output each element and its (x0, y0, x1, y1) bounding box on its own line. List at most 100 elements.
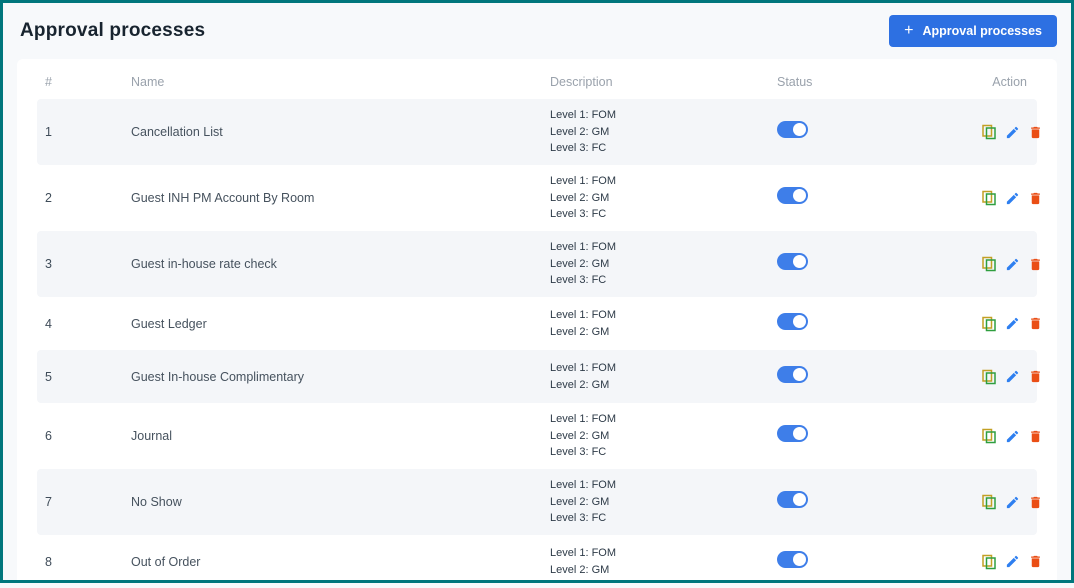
row-name: No Show (131, 495, 182, 509)
row-status (777, 253, 981, 275)
toggle-knob (793, 427, 806, 440)
page-title: Approval processes (20, 20, 206, 41)
table-row: 7 No Show Level 1: FOM Level 2: GM Level 3… (37, 469, 1040, 535)
edit-icon[interactable] (1005, 369, 1020, 384)
edit-icon[interactable] (1005, 191, 1020, 206)
copy-icon[interactable] (981, 256, 997, 272)
delete-icon[interactable] (1028, 125, 1043, 140)
edit-icon[interactable] (1005, 495, 1020, 510)
copy-icon[interactable] (981, 494, 997, 510)
row-actions (981, 428, 1043, 444)
row-levels: Level 1: FOM Level 2: GM Level 3: FC (550, 477, 777, 527)
level-line: Level 3: FC (550, 208, 607, 221)
add-button-label: Approval processes (922, 24, 1043, 38)
level-line: Level 1: FOM (550, 309, 617, 321)
level-line: Level 2: GM (550, 257, 610, 270)
level-line: Level 2: GM (550, 325, 610, 338)
column-header-name: Name (131, 75, 165, 89)
level-line: Level 3: FC (550, 274, 607, 287)
row-status (777, 121, 981, 143)
level-line: Level 1: FOM (550, 547, 617, 559)
column-header-number: # (45, 75, 52, 89)
row-actions (981, 554, 1043, 570)
row-number: 4 (45, 316, 52, 331)
add-approval-process-button[interactable]: + Approval processes (889, 15, 1057, 47)
table-body: 1 Cancellation List Level 1: FOM Level 2:… (17, 99, 1057, 588)
row-levels: Level 1: FOM Level 2: GM Level 3: FC (550, 411, 777, 461)
row-actions (981, 316, 1043, 332)
edit-icon[interactable] (1005, 554, 1020, 569)
row-levels: Level 1: FOM Level 2: GM (550, 307, 777, 340)
table-row: 1 Cancellation List Level 1: FOM Level 2:… (37, 99, 1040, 165)
toggle-knob (793, 255, 806, 268)
copy-icon[interactable] (981, 369, 997, 385)
level-line: Level 2: GM (550, 429, 610, 442)
copy-icon[interactable] (981, 554, 997, 570)
row-name: Guest INH PM Account By Room (131, 191, 315, 205)
toggle-knob (793, 493, 806, 506)
row-number: 3 (45, 257, 52, 271)
row-number: 1 (45, 125, 52, 139)
delete-icon[interactable] (1028, 554, 1043, 569)
copy-icon[interactable] (981, 124, 997, 140)
row-actions (981, 369, 1043, 385)
edit-icon[interactable] (1005, 429, 1020, 444)
level-line: Level 3: FC (550, 512, 607, 525)
edit-icon[interactable] (1005, 316, 1020, 331)
level-line: Level 2: GM (550, 125, 610, 138)
delete-icon[interactable] (1028, 191, 1043, 206)
level-line: Level 2: GM (550, 563, 610, 576)
row-number: 2 (45, 191, 52, 205)
table-row: 5 Guest In-house Complimentary Level 1: … (37, 350, 1040, 403)
delete-icon[interactable] (1028, 257, 1043, 272)
delete-icon[interactable] (1028, 369, 1043, 384)
plus-icon: + (904, 22, 914, 39)
row-levels: Level 1: FOM Level 2: GM Level 3: FC (550, 107, 777, 157)
status-toggle[interactable] (777, 187, 808, 204)
row-number: 5 (45, 369, 52, 384)
status-toggle[interactable] (777, 365, 808, 383)
status-toggle[interactable] (777, 253, 808, 270)
row-status (777, 425, 981, 447)
delete-icon[interactable] (1028, 316, 1043, 331)
row-status (777, 365, 981, 388)
copy-icon[interactable] (981, 316, 997, 332)
status-toggle[interactable] (777, 550, 808, 568)
row-levels: Level 1: FOM Level 2: GM Level 3: FC (550, 239, 777, 289)
level-line: Level 3: FC (550, 142, 607, 155)
row-levels: Level 1: FOM Level 2: GM (550, 360, 777, 393)
status-toggle[interactable] (777, 121, 808, 138)
level-line: Level 2: GM (550, 378, 610, 391)
approval-processes-table: # Name Description Status Action 1 Cance… (17, 59, 1057, 580)
level-line: Level 1: FOM (550, 362, 617, 374)
row-status (777, 312, 981, 335)
level-line: Level 3: FC (550, 446, 607, 459)
row-name: Guest in-house rate check (131, 257, 277, 271)
edit-icon[interactable] (1005, 125, 1020, 140)
status-toggle[interactable] (777, 425, 808, 442)
copy-icon[interactable] (981, 190, 997, 206)
level-line: Level 1: FOM (550, 413, 617, 426)
edit-icon[interactable] (1005, 257, 1020, 272)
level-line: Level 1: FOM (550, 241, 617, 254)
table-row: 8 Out of Order Level 1: FOM Level 2: GM (37, 535, 1040, 588)
delete-icon[interactable] (1028, 495, 1043, 510)
column-header-description: Description (550, 75, 613, 89)
row-actions (981, 256, 1043, 272)
row-actions (981, 190, 1043, 206)
level-line: Level 1: FOM (550, 479, 617, 492)
delete-icon[interactable] (1028, 429, 1043, 444)
status-toggle[interactable] (777, 491, 808, 508)
toggle-knob (793, 367, 806, 381)
status-toggle[interactable] (777, 312, 808, 330)
row-status (777, 550, 981, 573)
table-row: 3 Guest in-house rate check Level 1: FOM… (37, 231, 1040, 297)
toggle-knob (793, 189, 806, 202)
level-line: Level 1: FOM (550, 175, 617, 188)
row-name: Guest Ledger (131, 316, 207, 331)
column-header-action: Action (992, 75, 1027, 89)
level-line: Level 2: GM (550, 191, 610, 204)
copy-icon[interactable] (981, 428, 997, 444)
row-number: 7 (45, 495, 52, 509)
